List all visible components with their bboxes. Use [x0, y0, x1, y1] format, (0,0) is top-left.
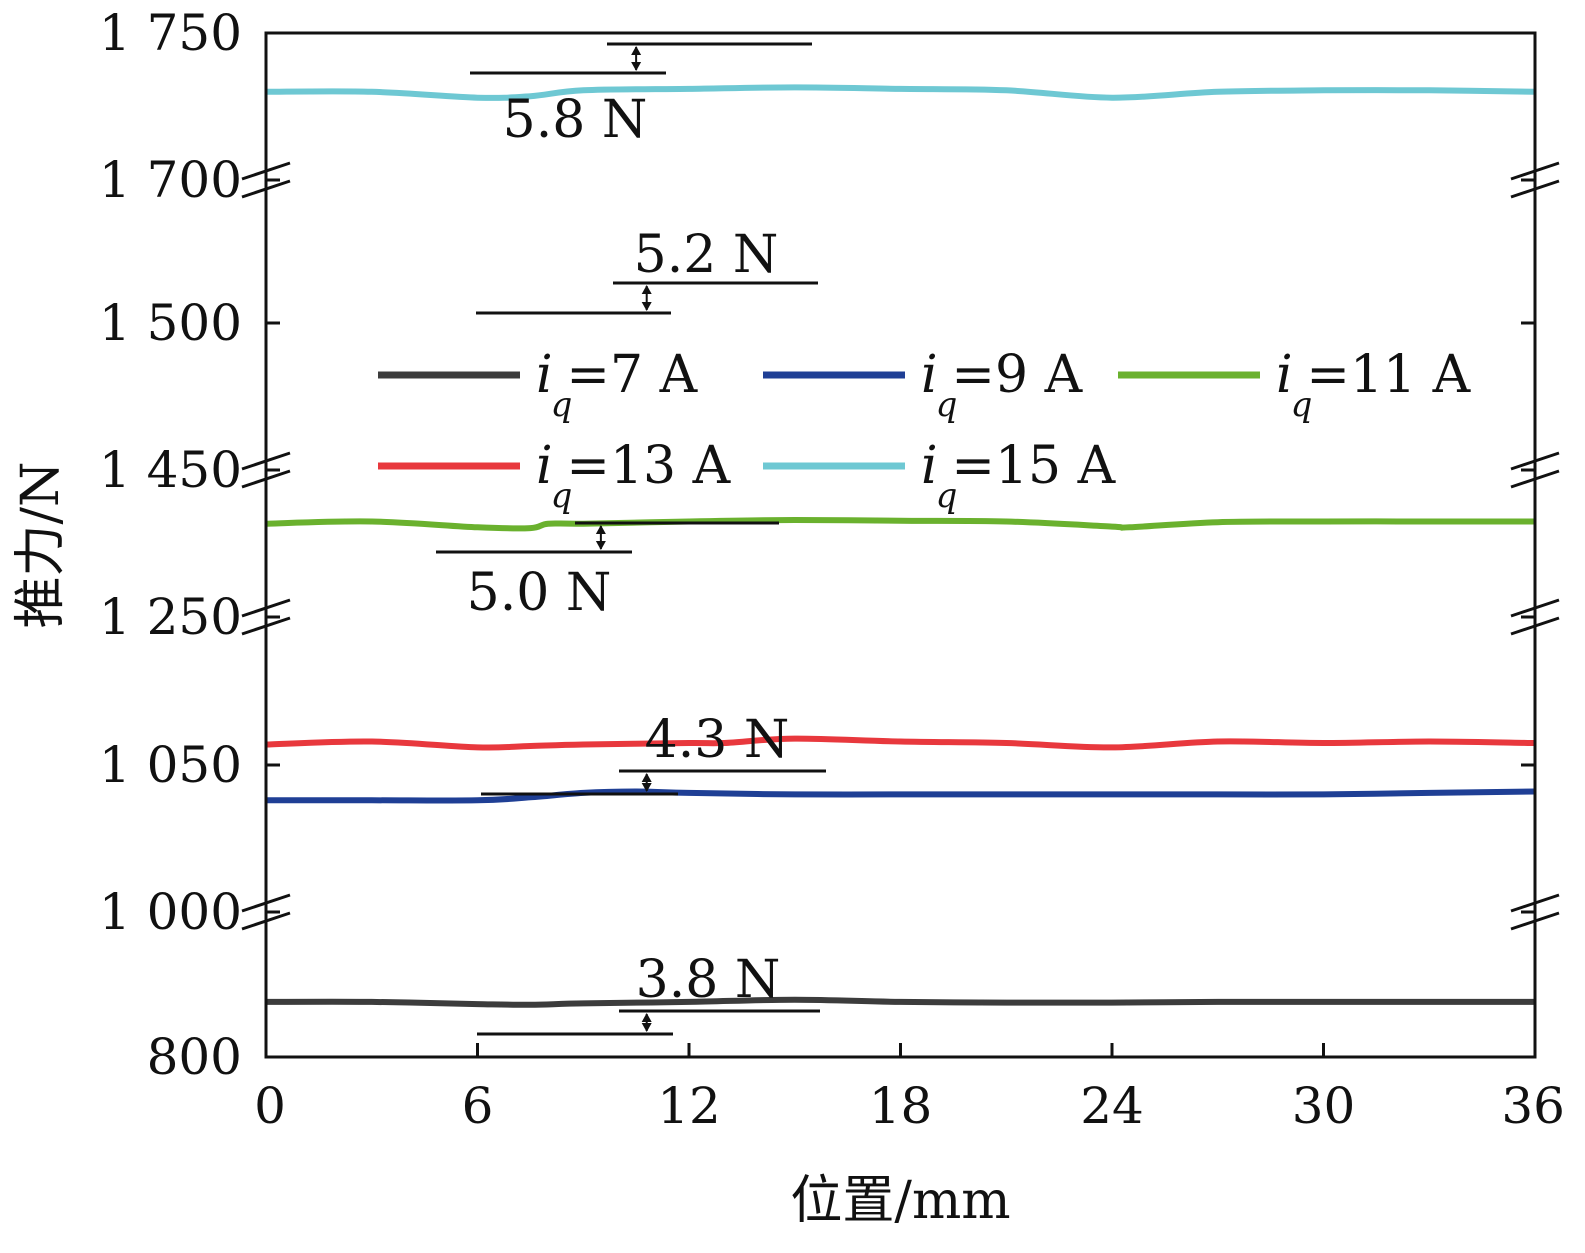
legend-label: iq=13 A	[536, 436, 732, 516]
x-axis-ticks: 0 6 12 18 24 30 36	[254, 1043, 1565, 1135]
legend-label: iq=9 A	[921, 345, 1084, 425]
annotation-3: 4.3 N	[481, 710, 826, 796]
x-tick-label: 18	[869, 1077, 933, 1135]
legend-item-s7: iq=7 A	[378, 345, 699, 425]
y-tick-label: 1 250	[99, 588, 242, 646]
annotation-1: 5.2 N	[476, 225, 818, 315]
legend-item-s15: iq=15 A	[763, 436, 1117, 516]
legend-label: iq=7 A	[536, 345, 699, 425]
annotation-0: 5.8 N	[470, 42, 812, 150]
series-line-s13	[265, 735, 1536, 751]
series-line-s15	[265, 84, 1536, 101]
annotation-2: 5.0 N	[436, 521, 779, 623]
x-tick-label: 6	[462, 1077, 494, 1135]
y-tick-label: 1 750	[99, 4, 242, 62]
series-lines	[265, 84, 1536, 1008]
annotation-arrowhead-up	[641, 1013, 652, 1022]
annotation-4: 3.8 N	[477, 950, 820, 1036]
annotation-label: 5.8 N	[503, 90, 648, 150]
annotation-arrowhead-up	[641, 285, 652, 294]
series-line-s11	[265, 516, 1535, 532]
annotation-arrowhead-down	[641, 302, 652, 311]
annotation-label: 4.3 N	[645, 710, 790, 770]
annotation-label: 5.0 N	[467, 563, 612, 623]
annotation-label: 5.2 N	[634, 225, 779, 285]
x-axis-title: 位置/mm	[790, 1171, 1010, 1231]
y-tick-label: 1 000	[99, 883, 242, 941]
annotation-arrowhead-up	[595, 525, 606, 534]
legend-item-s9: iq=9 A	[763, 345, 1084, 425]
x-tick-label: 0	[254, 1077, 286, 1135]
y-tick-label: 800	[147, 1028, 242, 1086]
annotation-arrowhead-down	[641, 1023, 652, 1032]
annotation-arrowhead-down	[631, 62, 642, 71]
annotation-arrowhead-up	[631, 46, 642, 55]
y-axis-ticks: 800 1 000 1 050 1 250 1 450 1 500 1 700 1 750	[99, 4, 1535, 1086]
annotation-arrowhead-down	[641, 783, 652, 792]
axis-break-marks	[241, 161, 1560, 931]
annotation-arrowhead-down	[595, 541, 606, 550]
x-tick-label: 36	[1501, 1077, 1565, 1135]
annotation-label: 3.8 N	[636, 950, 781, 1010]
y-tick-label: 1 050	[99, 736, 242, 794]
x-tick-label: 12	[657, 1077, 721, 1135]
legend-item-s13: iq=13 A	[378, 436, 732, 516]
series-line-s7	[265, 996, 1535, 1008]
y-axis-title: 推力/N	[11, 461, 71, 628]
annotation-arrowhead-up	[641, 773, 652, 782]
legend-label: iq=11 A	[1276, 345, 1472, 425]
y-tick-label: 1 700	[99, 151, 242, 209]
plot-frame	[264, 31, 1537, 1059]
x-tick-label: 24	[1080, 1077, 1144, 1135]
legend-item-s11: iq=11 A	[1118, 345, 1472, 425]
x-tick-label: 30	[1292, 1077, 1356, 1135]
legend-label: iq=15 A	[921, 436, 1117, 516]
y-tick-label: 1 450	[99, 441, 242, 499]
legend: iq=7 A iq=9 A iq=11 A iq=13 A iq=15 A	[378, 345, 1472, 516]
series-line-s9	[266, 788, 1536, 804]
y-tick-label: 1 500	[99, 294, 242, 352]
ripple-annotations: 5.8 N 5.2 N 5.0 N 4.3 N 3.8 N	[436, 42, 826, 1036]
